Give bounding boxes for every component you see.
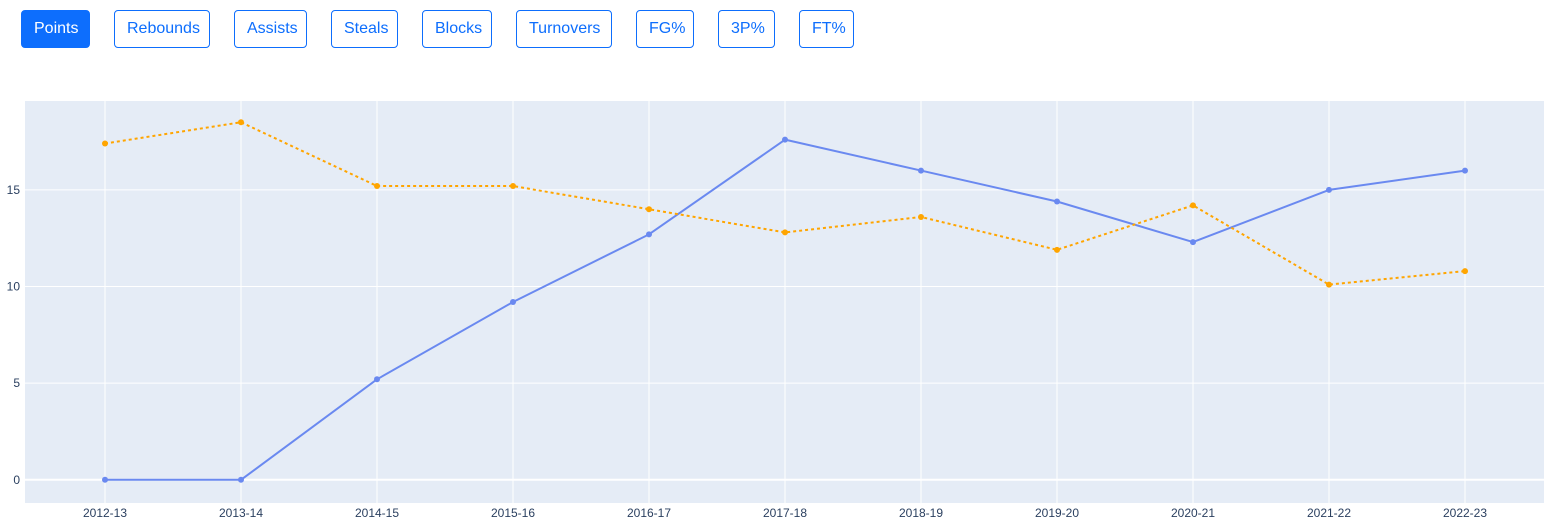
tab-fg-pct[interactable]: FG% xyxy=(636,10,694,48)
y-tick-label: 0 xyxy=(13,473,20,487)
tab-turnovers[interactable]: Turnovers xyxy=(516,10,612,48)
data-point[interactable] xyxy=(646,206,652,213)
x-tick-label: 2018-19 xyxy=(899,506,943,520)
data-point[interactable] xyxy=(782,229,788,236)
x-tick-label: 2017-18 xyxy=(763,506,807,520)
y-tick-label: 15 xyxy=(7,183,21,197)
series-line-1 xyxy=(104,121,1466,286)
stat-tabs: Points Rebounds Assists Steals Blocks Tu… xyxy=(21,10,854,48)
data-point[interactable] xyxy=(238,119,244,126)
data-point[interactable] xyxy=(238,476,244,483)
data-point[interactable] xyxy=(510,299,516,305)
y-tick-label: 5 xyxy=(13,376,20,390)
x-tick-label: 2021-22 xyxy=(1307,506,1351,520)
data-point[interactable] xyxy=(1326,186,1332,193)
x-tick-label: 2014-15 xyxy=(355,506,399,520)
tab-steals[interactable]: Steals xyxy=(331,10,398,48)
data-point[interactable] xyxy=(1054,198,1060,205)
data-point[interactable] xyxy=(1326,281,1332,288)
tab-blocks[interactable]: Blocks xyxy=(422,10,492,48)
x-tick-label: 2016-17 xyxy=(627,506,671,520)
y-tick-label: 10 xyxy=(7,280,21,294)
tab-assists[interactable]: Assists xyxy=(234,10,307,48)
data-point[interactable] xyxy=(102,140,108,147)
data-point[interactable] xyxy=(1190,239,1196,246)
tab-points[interactable]: Points xyxy=(21,10,90,48)
tab-rebounds[interactable]: Rebounds xyxy=(114,10,210,48)
y-axis-ticks: 0 5 10 15 xyxy=(7,183,21,487)
grid-lines xyxy=(25,101,1544,503)
x-tick-label: 2015-16 xyxy=(491,506,535,520)
data-point[interactable] xyxy=(1462,167,1468,174)
x-axis-ticks: 2012-13 2013-14 2014-15 2015-16 2016-17 2017-… xyxy=(83,506,1487,520)
series-layer xyxy=(102,119,1468,483)
x-tick-label: 2013-14 xyxy=(219,506,263,520)
data-point[interactable] xyxy=(1190,202,1196,209)
x-tick-label: 2022-23 xyxy=(1443,506,1487,520)
data-point[interactable] xyxy=(374,376,380,383)
data-point[interactable] xyxy=(374,183,380,190)
x-tick-label: 2019-20 xyxy=(1035,506,1079,520)
data-point[interactable] xyxy=(510,183,516,190)
data-point[interactable] xyxy=(1462,268,1468,275)
data-point[interactable] xyxy=(918,213,924,220)
data-point[interactable] xyxy=(1054,246,1060,253)
tab-ft-pct[interactable]: FT% xyxy=(799,10,854,48)
x-tick-label: 2020-21 xyxy=(1171,506,1215,520)
data-point[interactable] xyxy=(102,476,108,483)
tab-3p-pct[interactable]: 3P% xyxy=(718,10,775,48)
data-point[interactable] xyxy=(918,167,924,174)
x-tick-label: 2012-13 xyxy=(83,506,127,520)
data-point[interactable] xyxy=(646,231,652,238)
data-point[interactable] xyxy=(782,136,788,143)
